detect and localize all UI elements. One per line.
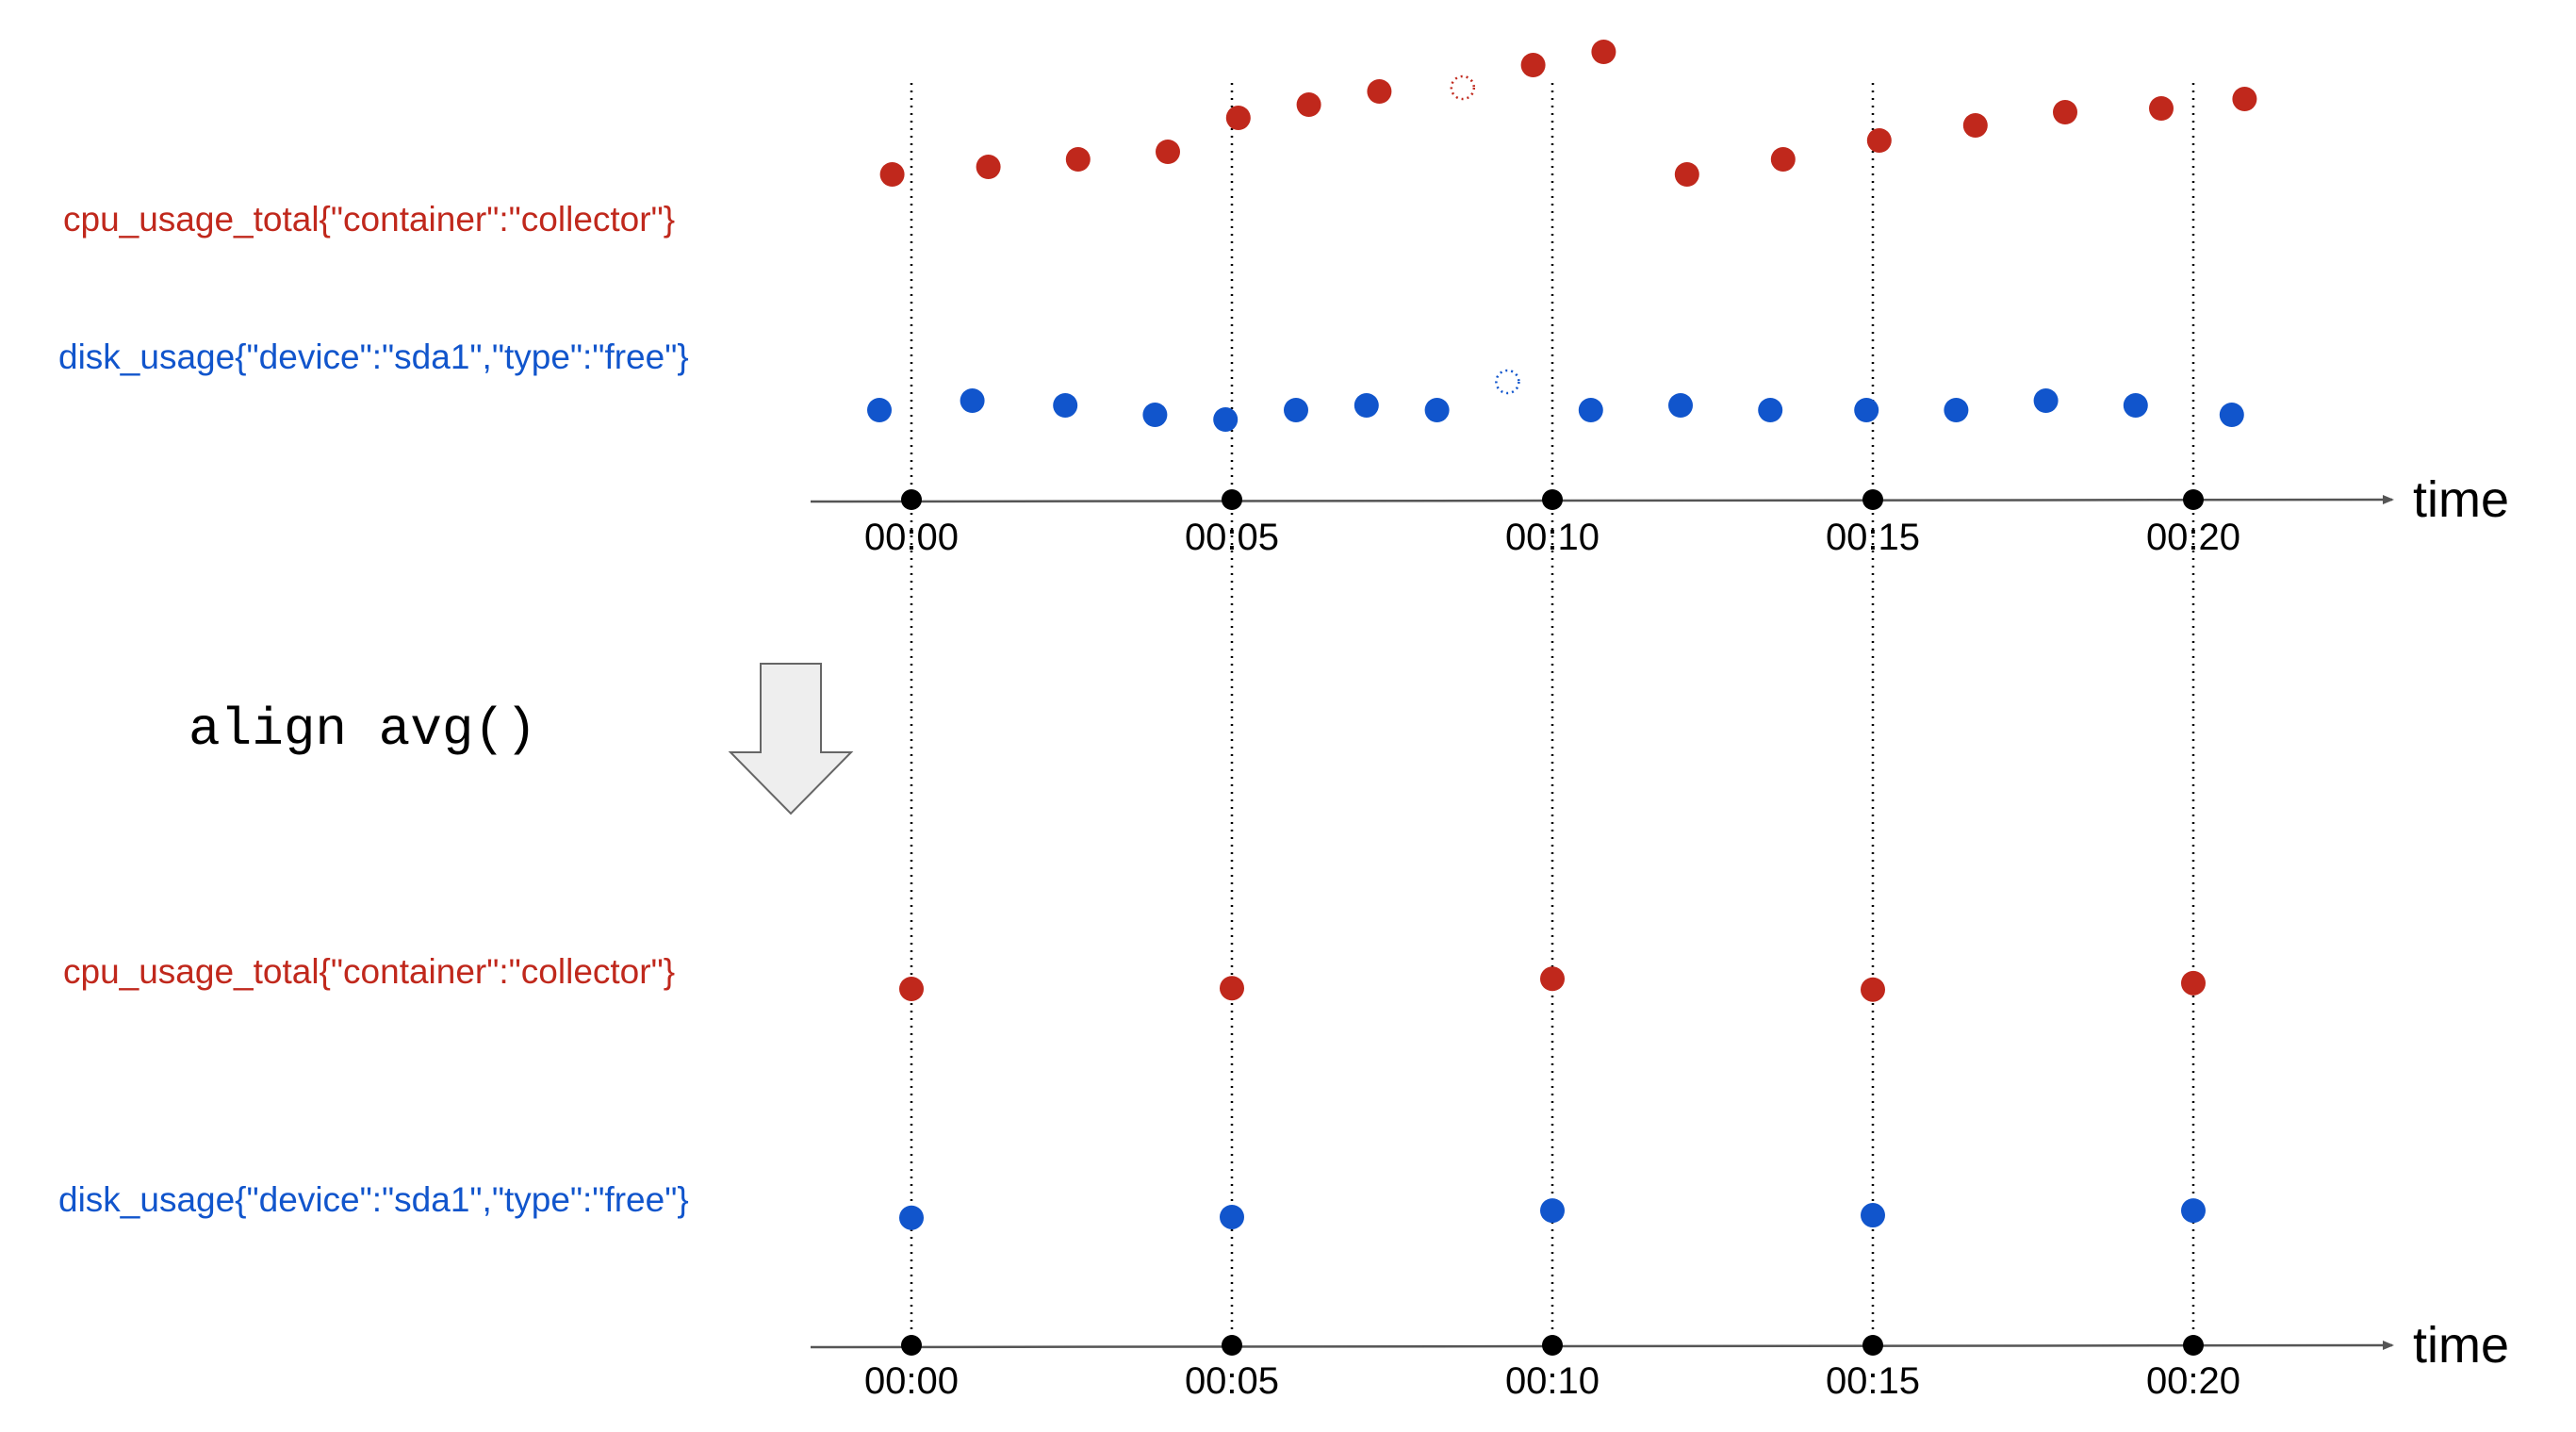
disk-point xyxy=(867,398,892,422)
cpu-point xyxy=(1591,40,1616,64)
cpu-point xyxy=(1220,976,1244,1001)
disk-point xyxy=(1854,398,1879,422)
disk-point xyxy=(2219,403,2244,427)
cpu-point xyxy=(1540,966,1565,992)
disk-point xyxy=(1284,398,1308,422)
cpu-point xyxy=(2232,87,2257,111)
cpu-point xyxy=(1225,106,1251,130)
tick-label-0010: 00:10 xyxy=(1505,1360,1600,1402)
cpu-point xyxy=(1520,53,1546,77)
tick-label-0015: 00:15 xyxy=(1826,1360,1920,1402)
tick-marker-0005 xyxy=(1222,1335,1242,1356)
tick-label-0000: 00:00 xyxy=(864,1360,959,1402)
top-disk-label: disk_usage{"device":"sda1","type":"free"… xyxy=(58,337,689,376)
tick-marker-0005 xyxy=(1222,489,1242,510)
time-axes xyxy=(810,489,2394,1356)
tick-marker-0010 xyxy=(1542,489,1563,510)
tick-marker-0000 xyxy=(901,489,922,510)
cpu-point xyxy=(1962,113,1988,138)
tick-label-0015: 00:15 xyxy=(1826,517,1920,558)
cpu-point xyxy=(2149,96,2174,121)
time-gridlines xyxy=(910,83,2195,1345)
operation-label: align avg() xyxy=(189,700,537,760)
axis-texts: time 00:00 00:05 00:10 00:15 00:20 time 00:00 00… xyxy=(864,471,2509,1402)
tick-label-0005: 00:05 xyxy=(1185,517,1279,558)
tick-marker-0015 xyxy=(1862,1335,1883,1356)
cpu-point xyxy=(1866,128,1892,153)
cpu-point xyxy=(879,162,905,187)
disk-point xyxy=(899,1205,924,1230)
tick-label-0000: 00:00 xyxy=(864,517,959,558)
cpu-point xyxy=(1156,140,1180,164)
cpu-point xyxy=(1861,977,1885,1002)
tick-marker-0020 xyxy=(2183,489,2204,510)
cpu-point xyxy=(1065,147,1091,172)
tick-label-0005: 00:05 xyxy=(1185,1360,1279,1402)
disk-point xyxy=(1220,1204,1244,1229)
disk-point xyxy=(2033,388,2059,413)
tick-marker-0020 xyxy=(2183,1335,2204,1356)
axis-title-time: time xyxy=(2413,471,2509,528)
disk-point xyxy=(1861,1203,1885,1228)
cpu-point xyxy=(899,976,924,1001)
cpu-point xyxy=(1770,147,1796,172)
cpu-point xyxy=(1367,79,1392,104)
cpu-point xyxy=(1674,162,1699,187)
disk-point xyxy=(1944,398,1969,422)
disk-point xyxy=(1354,393,1379,418)
disk-point xyxy=(1668,393,1693,418)
disk-point xyxy=(1578,398,1603,422)
disk-point xyxy=(1053,393,1078,418)
top-cpu-label: cpu_usage_total{"container":"collector"} xyxy=(63,200,676,239)
time-axis xyxy=(810,495,2394,505)
cpu-point xyxy=(976,155,1001,179)
bottom-disk-label: disk_usage{"device":"sda1","type":"free"… xyxy=(58,1180,689,1219)
axis-title-time: time xyxy=(2413,1317,2509,1374)
disk-point xyxy=(2181,1198,2206,1224)
cpu-point xyxy=(1296,92,1321,117)
tick-marker-0015 xyxy=(1862,489,1883,510)
disk-point xyxy=(960,388,985,413)
missing-point xyxy=(1450,74,1476,101)
time-axis xyxy=(810,1341,2394,1351)
tick-label-0020: 00:20 xyxy=(2146,1360,2240,1402)
bottom-cpu-label: cpu_usage_total{"container":"collector"} xyxy=(63,952,676,991)
disk-point xyxy=(1758,398,1783,422)
disk-point xyxy=(1540,1198,1565,1224)
missing-point xyxy=(1495,369,1520,395)
disk-point xyxy=(1213,407,1239,432)
disk-point xyxy=(2123,393,2148,418)
tick-marker-0000 xyxy=(901,1335,922,1356)
down-arrow-icon xyxy=(728,663,854,815)
cpu-point xyxy=(2053,100,2077,124)
disk-point xyxy=(1142,403,1168,427)
data-points xyxy=(867,40,2257,1230)
tick-marker-0010 xyxy=(1542,1335,1563,1356)
cpu-point xyxy=(2181,970,2206,996)
disk-point xyxy=(1424,398,1450,422)
tick-label-0010: 00:10 xyxy=(1505,517,1600,558)
tick-label-0020: 00:20 xyxy=(2146,517,2240,558)
